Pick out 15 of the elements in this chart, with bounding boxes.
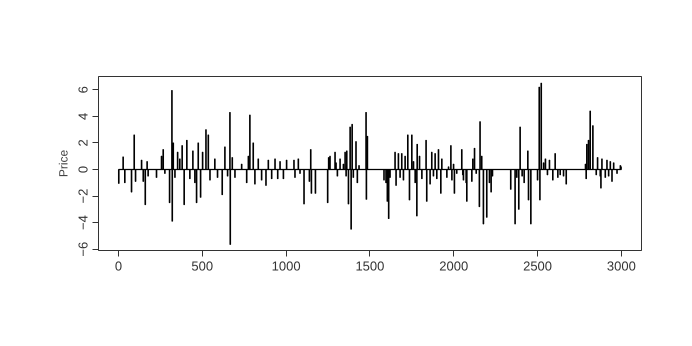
y-tick-label: −4 — [76, 215, 90, 230]
x-tick-label: 2000 — [439, 258, 468, 274]
y-tick-label: −6 — [76, 242, 90, 257]
x-tick-label: 1500 — [355, 258, 384, 274]
x-tick-label: 3000 — [606, 258, 636, 274]
x-tick-label: 0 — [114, 258, 122, 274]
y-tick-label: 2 — [76, 139, 90, 147]
x-tick-label: 1000 — [272, 258, 301, 274]
y-tick-label: 0 — [76, 166, 90, 174]
y-tick-label: 4 — [76, 112, 90, 120]
x-tick-label: 500 — [191, 258, 214, 274]
x-tick-label: 2500 — [523, 258, 552, 274]
y-tick-label: 6 — [76, 86, 90, 94]
y-tick-label: −2 — [76, 188, 90, 204]
y-axis-title: Price — [56, 150, 70, 178]
